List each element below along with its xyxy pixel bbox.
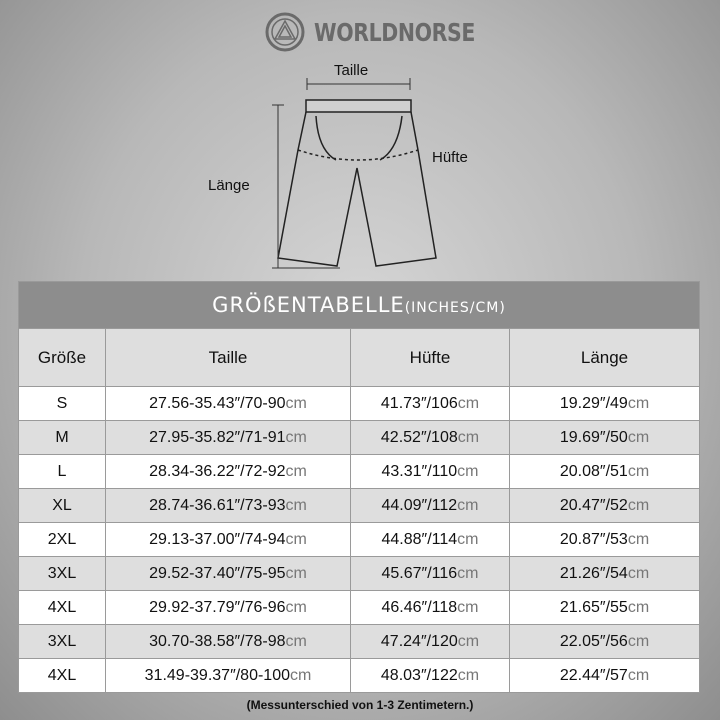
cell-waist: 29.13-37.00″/74-94cm [105,522,351,557]
brand-logo: WORLDNORSE [262,12,510,52]
table-row: 4XL 29.92-37.79″/76-96cm 46.46″/118cm 21.65… [18,590,700,625]
cell-size: L [18,454,106,489]
table-row: 3XL 30.70-38.58″/78-98cm 47.24″/120cm 22.05… [18,624,700,659]
cell-waist: 28.74-36.61″/73-93cm [105,488,351,523]
cell-hip: 44.09″/112cm [350,488,510,523]
cell-length: 22.44″/57cm [509,658,700,693]
cell-length: 19.29″/49cm [509,386,700,421]
header-hip: Hüfte [350,328,510,387]
table-row: XL 28.74-36.61″/73-93cm 44.09″/112cm 20.47″… [18,488,700,523]
table-row: M 27.95-35.82″/71-91cm 42.52″/108cm 19.69″/… [18,420,700,455]
measurement-note: (Messunterschied von 1-3 Zentimetern.) [246,698,474,712]
cell-hip: 47.24″/120cm [350,624,510,659]
header-waist: Taille [105,328,351,387]
cell-waist: 30.70-38.58″/78-98cm [105,624,351,659]
table-row: 2XL 29.13-37.00″/74-94cm 44.88″/114cm 20.87… [18,522,700,557]
table-row: L 28.34-36.22″/72-92cm 43.31″/110cm 20.08″/… [18,454,700,489]
header-length: Länge [509,328,700,387]
cell-size: M [18,420,106,455]
shorts-diagram [272,78,437,269]
cell-hip: 48.03″/122cm [350,658,510,693]
valknut-logo-icon [265,12,305,52]
cell-size: 3XL [18,556,106,591]
cell-length: 21.26″/54cm [509,556,700,591]
cell-length: 22.05″/56cm [509,624,700,659]
cell-length: 20.08″/51cm [509,454,700,489]
cell-size: XL [18,488,106,523]
cell-waist: 27.95-35.82″/71-91cm [105,420,351,455]
cell-size: S [18,386,106,421]
brand-name: WORLDNORSE [314,17,475,47]
cell-waist: 27.56-35.43″/70-90cm [105,386,351,421]
cell-waist: 28.34-36.22″/72-92cm [105,454,351,489]
length-label: Länge [208,177,250,194]
table-title: GRÖßENTABELLE(INCHES/CM) [18,281,700,329]
cell-hip: 46.46″/118cm [350,590,510,625]
table-row: 3XL 29.52-37.40″/75-95cm 45.67″/116cm 21.26… [18,556,700,591]
cell-hip: 41.73″/106cm [350,386,510,421]
cell-hip: 42.52″/108cm [350,420,510,455]
waist-label: Taille [334,62,369,79]
cell-size: 4XL [18,590,106,625]
cell-waist: 29.92-37.79″/76-96cm [105,590,351,625]
cell-length: 19.69″/50cm [509,420,700,455]
table-row: S 27.56-35.43″/70-90cm 41.73″/106cm 19.29″/… [18,386,700,421]
cell-hip: 43.31″/110cm [350,454,510,489]
header-size: Größe [18,328,106,387]
cell-waist: 31.49-39.37″/80-100cm [105,658,351,693]
cell-length: 21.65″/55cm [509,590,700,625]
table-row: 4XL 31.49-39.37″/80-100cm 48.03″/122cm 22.4… [18,658,700,693]
cell-size: 3XL [18,624,106,659]
cell-size: 2XL [18,522,106,557]
hip-label: Hüfte [432,149,468,166]
cell-length: 20.47″/52cm [509,488,700,523]
cell-hip: 45.67″/116cm [350,556,510,591]
cell-size: 4XL [18,658,106,693]
size-table: GRÖßENTABELLE(INCHES/CM) Größe Taille Hü… [18,281,700,693]
cell-length: 20.87″/53cm [509,522,700,557]
cell-waist: 29.52-37.40″/75-95cm [105,556,351,591]
cell-hip: 44.88″/114cm [350,522,510,557]
